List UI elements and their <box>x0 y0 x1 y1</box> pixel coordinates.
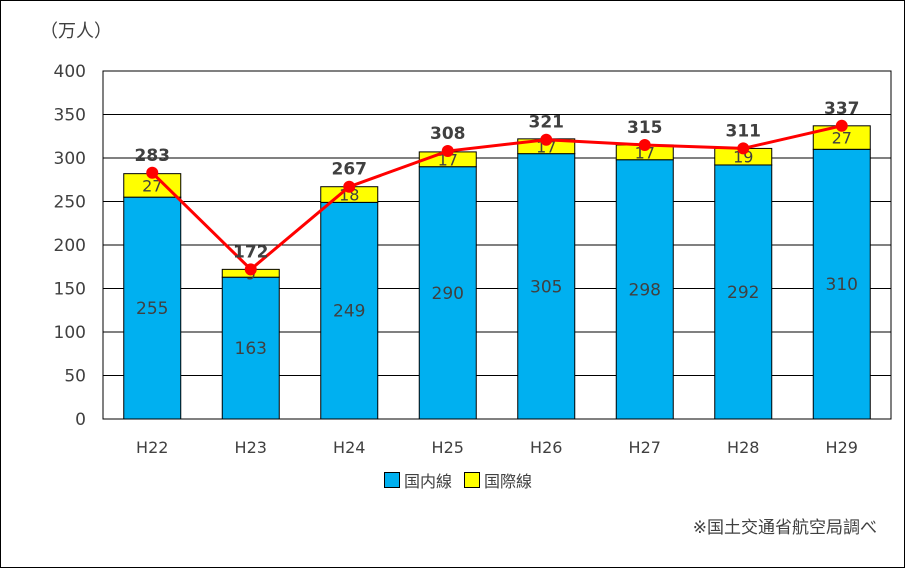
data-label-domestic: 292 <box>727 283 759 303</box>
x-tick-label: H22 <box>136 438 168 457</box>
total-label: 321 <box>529 113 565 133</box>
y-tick-label: 350 <box>54 106 86 126</box>
y-tick-label: 0 <box>75 410 86 430</box>
data-label-international: 27 <box>142 176 162 195</box>
total-label: 267 <box>332 160 368 180</box>
data-label-international: 17 <box>438 150 458 169</box>
totals-point <box>638 138 651 151</box>
legend-label-domestic: 国内線 <box>404 472 453 491</box>
source-note: ※国土交通省航空局調べ <box>692 518 877 538</box>
totals-point <box>146 166 159 179</box>
y-tick-label: 400 <box>54 62 86 82</box>
y-unit-label: （万人） <box>40 21 112 42</box>
legend-item-domestic: 国内線 <box>384 468 452 492</box>
data-label-domestic: 255 <box>136 299 168 319</box>
bar-domestic <box>812 148 871 420</box>
legend: 国内線 国際線 <box>384 468 532 492</box>
y-tick-label: 50 <box>64 367 86 387</box>
plot-area-border <box>102 70 892 420</box>
totals-point <box>244 263 257 276</box>
legend-item-international: 国際線 <box>464 468 532 492</box>
data-label-domestic: 310 <box>826 275 858 295</box>
bar-domestic <box>517 153 576 420</box>
totals-point <box>835 119 848 132</box>
total-label: 337 <box>824 99 860 119</box>
total-label: 311 <box>726 121 762 141</box>
y-tick-label: 100 <box>54 323 86 343</box>
bar-domestic <box>714 164 773 420</box>
x-tick-label: H28 <box>727 438 759 457</box>
bar-domestic <box>615 159 674 420</box>
bar-domestic <box>221 276 280 420</box>
y-tick-label: 250 <box>54 193 86 213</box>
totals-line <box>151 124 843 272</box>
x-tick-label: H29 <box>826 438 858 457</box>
bar-domestic <box>418 166 477 420</box>
legend-label-international: 国際線 <box>484 472 533 491</box>
x-tick-label: H23 <box>235 438 267 457</box>
data-label-domestic: 163 <box>235 339 267 359</box>
x-tick-label: H26 <box>530 438 562 457</box>
data-label-international: 19 <box>733 148 753 167</box>
totals-point <box>540 133 553 146</box>
y-tick-label: 200 <box>54 236 86 256</box>
totals-point <box>441 145 454 158</box>
totals-point <box>343 180 356 193</box>
data-label-domestic: 290 <box>432 284 464 304</box>
x-tick-label: H24 <box>333 438 365 457</box>
legend-swatch-domestic <box>384 472 400 488</box>
total-label: 283 <box>135 146 171 166</box>
data-label-domestic: 305 <box>530 277 562 297</box>
total-label: 172 <box>233 242 269 262</box>
total-label: 308 <box>430 124 466 144</box>
x-tick-label: H25 <box>432 438 464 457</box>
y-tick-label: 300 <box>54 149 86 169</box>
legend-swatch-international <box>464 472 481 488</box>
y-tick-label: 150 <box>54 280 86 300</box>
bar-domestic <box>123 196 182 420</box>
x-tick-label: H27 <box>629 438 661 457</box>
data-label-domestic: 298 <box>629 280 661 300</box>
data-label-international: 27 <box>832 129 852 148</box>
total-label: 315 <box>627 118 663 138</box>
totals-point <box>737 142 750 155</box>
data-label-domestic: 249 <box>333 302 365 322</box>
